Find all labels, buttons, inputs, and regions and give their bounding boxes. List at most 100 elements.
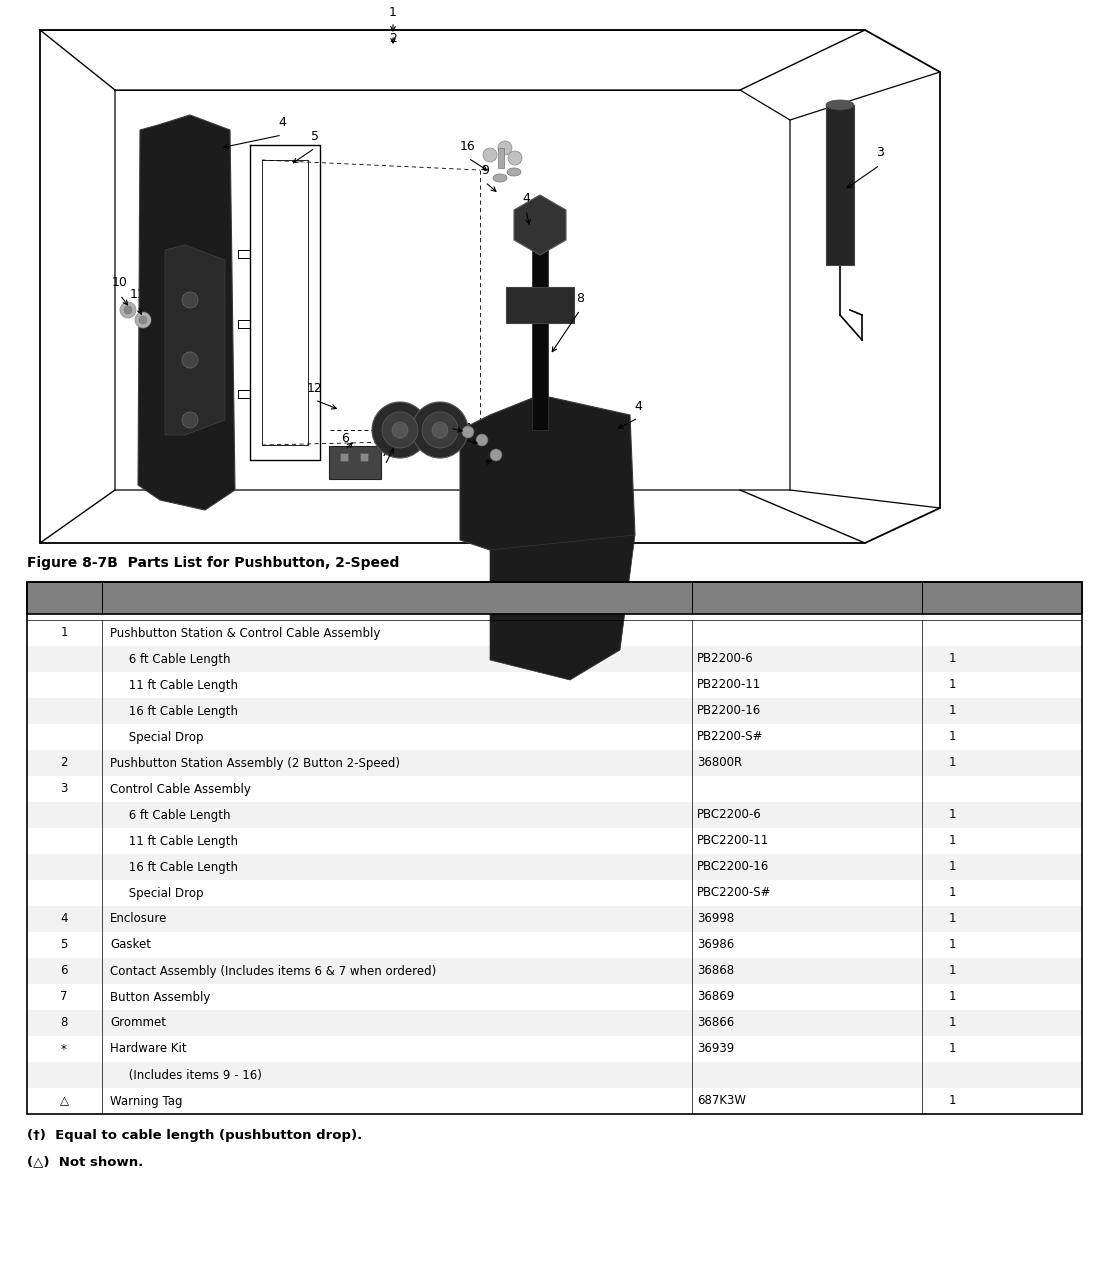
Bar xyxy=(27,698,1082,724)
Bar xyxy=(27,801,1082,828)
Text: 36866: 36866 xyxy=(697,1016,734,1030)
Text: 5: 5 xyxy=(311,130,319,143)
Ellipse shape xyxy=(493,174,507,182)
Text: PBC2200-16: PBC2200-16 xyxy=(697,861,770,873)
Text: Gasket: Gasket xyxy=(109,939,152,952)
Text: (Includes items 9 - 16): (Includes items 9 - 16) xyxy=(109,1069,262,1082)
Text: 16: 16 xyxy=(460,140,476,153)
Bar xyxy=(27,582,1082,615)
Text: Qty: Qty xyxy=(927,591,950,603)
Text: PBC2200-6: PBC2200-6 xyxy=(697,809,762,822)
Text: 1: 1 xyxy=(60,626,67,640)
Polygon shape xyxy=(165,245,225,435)
Bar xyxy=(27,776,1082,801)
Text: 1: 1 xyxy=(948,991,956,1003)
Text: 6 ft Cable Length: 6 ft Cable Length xyxy=(109,809,230,822)
Ellipse shape xyxy=(507,168,521,175)
Text: 10: 10 xyxy=(112,276,128,289)
Circle shape xyxy=(462,427,474,438)
Text: Enclosure: Enclosure xyxy=(109,912,167,925)
Text: Grommet: Grommet xyxy=(109,1016,166,1030)
Text: 4: 4 xyxy=(60,912,67,925)
Text: 12: 12 xyxy=(307,381,323,395)
Text: Warning Tag: Warning Tag xyxy=(109,1094,182,1108)
Bar xyxy=(27,620,1082,646)
Circle shape xyxy=(498,141,512,155)
Text: Special Drop: Special Drop xyxy=(109,886,204,900)
Text: 1: 1 xyxy=(948,861,956,873)
Circle shape xyxy=(508,151,522,165)
Bar xyxy=(27,1063,1082,1088)
Text: 5: 5 xyxy=(61,939,67,952)
Text: 1: 1 xyxy=(948,912,956,925)
FancyBboxPatch shape xyxy=(498,148,504,168)
Text: 1: 1 xyxy=(948,834,956,848)
Bar xyxy=(27,724,1082,750)
Polygon shape xyxy=(490,535,635,680)
Bar xyxy=(27,880,1082,906)
Circle shape xyxy=(476,434,488,445)
Text: 1: 1 xyxy=(948,652,956,665)
Text: No.: No. xyxy=(697,597,720,611)
Text: 1: 1 xyxy=(389,5,397,19)
Text: 36998: 36998 xyxy=(697,912,734,925)
Text: 11 ft Cable Length: 11 ft Cable Length xyxy=(109,679,238,692)
Text: 9: 9 xyxy=(481,164,489,177)
Text: 1: 1 xyxy=(948,939,956,952)
Circle shape xyxy=(135,312,152,328)
Text: 6: 6 xyxy=(60,964,67,978)
Text: Ref.: Ref. xyxy=(32,583,59,597)
Text: 36869: 36869 xyxy=(697,991,734,1003)
Text: 2: 2 xyxy=(389,32,397,44)
Text: 1: 1 xyxy=(948,1094,956,1108)
Text: 6: 6 xyxy=(341,432,348,444)
Text: 11: 11 xyxy=(131,288,146,300)
Text: PBC2200-S#: PBC2200-S# xyxy=(697,886,772,900)
Text: 1: 1 xyxy=(948,756,956,770)
Text: 13: 13 xyxy=(442,409,458,423)
Text: 7: 7 xyxy=(60,991,67,1003)
Text: PB2200-11: PB2200-11 xyxy=(697,679,761,692)
Circle shape xyxy=(182,411,198,428)
Circle shape xyxy=(372,403,428,458)
Circle shape xyxy=(392,422,408,438)
Text: 36986: 36986 xyxy=(697,939,734,952)
Text: 11 ft Cable Length: 11 ft Cable Length xyxy=(109,834,238,848)
Text: 4: 4 xyxy=(522,192,530,204)
FancyBboxPatch shape xyxy=(328,445,380,480)
Text: 15: 15 xyxy=(476,444,491,458)
Polygon shape xyxy=(138,115,234,510)
Bar xyxy=(27,750,1082,776)
Text: 16 ft Cable Length: 16 ft Cable Length xyxy=(109,861,238,873)
Text: 16 ft Cable Length: 16 ft Cable Length xyxy=(109,704,238,718)
Text: 36800R: 36800R xyxy=(697,756,742,770)
Circle shape xyxy=(182,292,198,308)
Circle shape xyxy=(490,449,502,461)
Text: 1: 1 xyxy=(948,731,956,743)
Bar xyxy=(27,906,1082,933)
Text: 36868: 36868 xyxy=(697,964,734,978)
Bar xyxy=(532,245,547,430)
Circle shape xyxy=(124,305,132,314)
Bar xyxy=(27,854,1082,880)
Bar xyxy=(27,1036,1082,1063)
Circle shape xyxy=(483,148,497,162)
Text: 2: 2 xyxy=(60,756,67,770)
Text: Hardware Kit: Hardware Kit xyxy=(109,1042,187,1055)
Circle shape xyxy=(139,316,147,324)
Bar xyxy=(27,1010,1082,1036)
Bar xyxy=(27,1088,1082,1114)
FancyBboxPatch shape xyxy=(507,286,574,323)
Text: 687K3W: 687K3W xyxy=(697,1094,747,1108)
Text: 8: 8 xyxy=(61,1016,67,1030)
Text: 1: 1 xyxy=(948,1016,956,1030)
Text: 7: 7 xyxy=(380,447,389,459)
Text: Description: Description xyxy=(107,591,182,603)
Text: △: △ xyxy=(60,1094,69,1108)
Bar xyxy=(27,828,1082,854)
Text: Contact Assembly (Includes items 6 & 7 when ordered): Contact Assembly (Includes items 6 & 7 w… xyxy=(109,964,436,978)
Bar xyxy=(27,933,1082,958)
Text: 1: 1 xyxy=(948,809,956,822)
Text: No.: No. xyxy=(32,597,54,611)
Circle shape xyxy=(422,411,458,448)
